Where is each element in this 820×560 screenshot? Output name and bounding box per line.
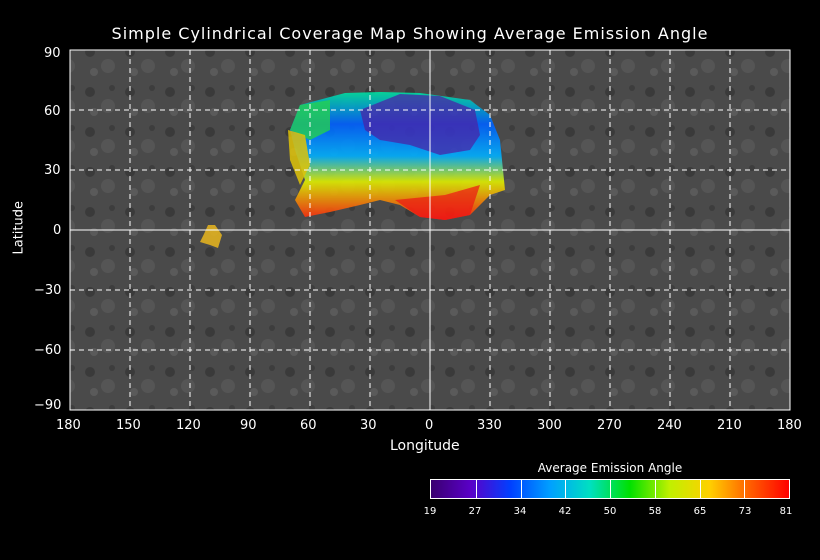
map-title: Simple Cylindrical Coverage Map Showing … bbox=[111, 24, 709, 43]
x-tick: 180 bbox=[777, 418, 802, 433]
colorbar-divider bbox=[744, 480, 746, 498]
colorbar-tick: 50 bbox=[603, 506, 617, 517]
coverage-patch-small bbox=[200, 225, 222, 248]
colorbar-tick: 42 bbox=[558, 506, 572, 517]
x-tick: 90 bbox=[240, 418, 257, 433]
graticule bbox=[70, 50, 790, 410]
x-tick: 240 bbox=[657, 418, 682, 433]
x-tick: 270 bbox=[597, 418, 622, 433]
x-tick: 0 bbox=[425, 418, 434, 433]
x-tick: 300 bbox=[537, 418, 562, 433]
coverage-region bbox=[288, 92, 505, 220]
colorbar-divider bbox=[475, 480, 477, 498]
y-tick: 90 bbox=[44, 46, 61, 61]
y-tick: 0 bbox=[53, 223, 62, 238]
y-axis-label: Latitude bbox=[11, 200, 27, 255]
x-tick: 150 bbox=[116, 418, 141, 433]
x-tick: 330 bbox=[477, 418, 502, 433]
colorbar-tick: 34 bbox=[513, 506, 527, 517]
colorbar-divider bbox=[520, 480, 522, 498]
colorbar-divider bbox=[610, 480, 611, 498]
colorbar-divider bbox=[654, 480, 656, 498]
x-tick: 210 bbox=[717, 418, 742, 433]
y-tick: 30 bbox=[44, 163, 61, 178]
x-tick: 120 bbox=[176, 418, 201, 433]
colorbar-divider bbox=[699, 480, 701, 498]
y-tick: 60 bbox=[44, 104, 61, 119]
x-tick: 30 bbox=[360, 418, 377, 433]
x-tick: 180 bbox=[56, 418, 81, 433]
colorbar-tick: 27 bbox=[468, 506, 482, 517]
colorbar-tick: 19 bbox=[423, 506, 437, 517]
y-tick: −60 bbox=[34, 343, 62, 358]
x-tick: 60 bbox=[300, 418, 317, 433]
colorbar bbox=[430, 479, 790, 499]
map-frame bbox=[69, 49, 791, 411]
x-axis-label: Longitude bbox=[390, 438, 460, 454]
colorbar-divider bbox=[565, 480, 567, 498]
y-tick: −30 bbox=[34, 283, 62, 298]
colorbar-tick: 65 bbox=[693, 506, 707, 517]
colorbar-tick: 81 bbox=[779, 506, 793, 517]
colorbar-tick: 73 bbox=[738, 506, 752, 517]
colorbar-title: Average Emission Angle bbox=[537, 461, 683, 475]
colorbar-tick: 58 bbox=[648, 506, 662, 517]
y-tick: −90 bbox=[34, 398, 62, 413]
